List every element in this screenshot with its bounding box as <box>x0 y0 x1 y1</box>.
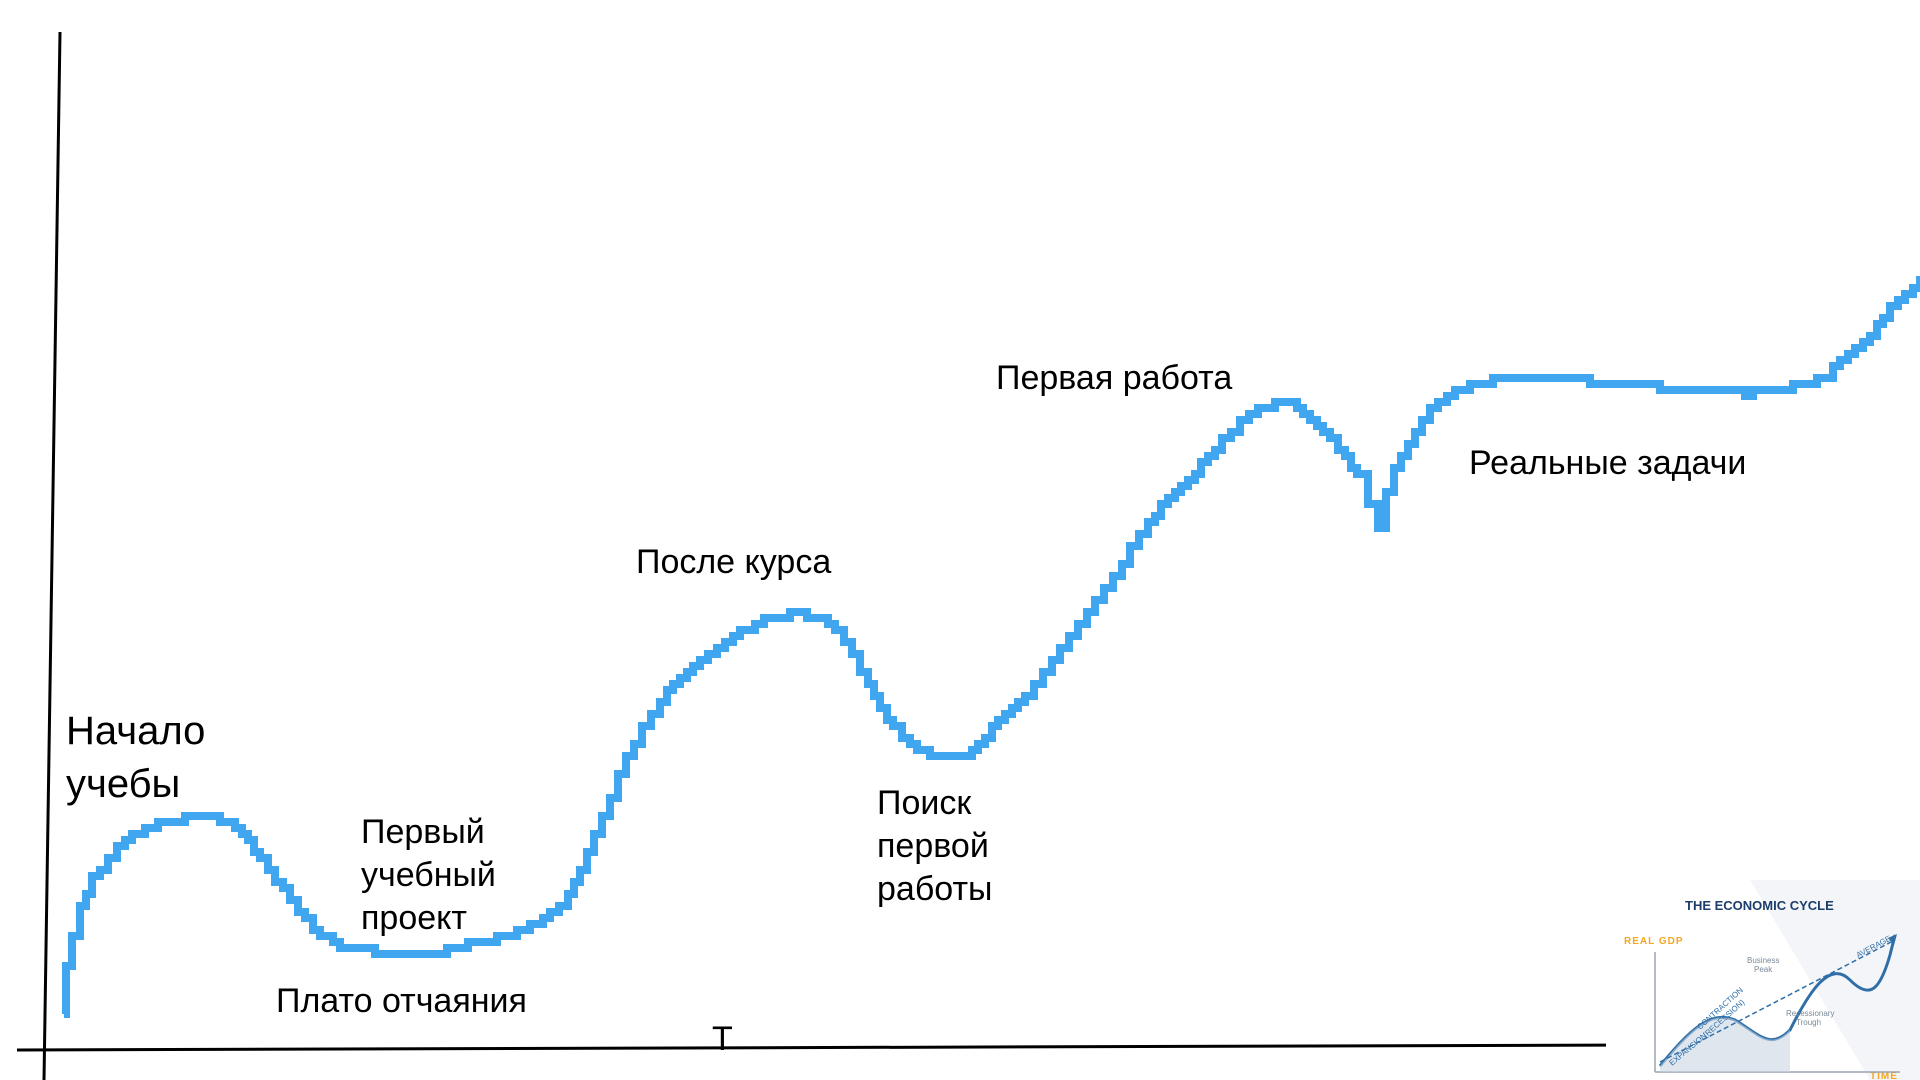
label-plateau: Плато отчаяния <box>276 982 527 1020</box>
inset-trough-line-2: Trough <box>1796 1018 1821 1027</box>
inset-shade <box>1750 880 1920 1080</box>
inset-y-label: REAL GDP <box>1624 936 1684 947</box>
inset-curve-fill <box>1660 1017 1790 1072</box>
label-first-project-line-1: Первый <box>361 813 485 851</box>
label-job-search-line-2: первой <box>877 827 989 865</box>
label-first-job: Первая работа <box>996 359 1232 397</box>
progress-curve <box>62 276 1920 1018</box>
label-after-course: После курса <box>636 543 831 581</box>
label-job-search-line-1: Поиск <box>877 784 972 822</box>
label-first-project-line-2: учебный <box>361 856 496 894</box>
label-first-project-line-3: проект <box>361 899 467 937</box>
label-start: Начало учебы <box>66 709 205 806</box>
inset-trough-line-1: Recessionary <box>1786 1009 1834 1018</box>
inset-arrow-icon <box>1888 934 1897 945</box>
label-job-search-line-3: работы <box>877 870 992 908</box>
x-axis-label-t: T <box>712 1020 733 1058</box>
inset-title: THE ECONOMIC CYCLE <box>1685 898 1834 913</box>
label-start-line-1: Начало <box>66 709 205 753</box>
label-real-tasks: Реальные задачи <box>1469 444 1746 482</box>
x-axis <box>16 1043 1641 1052</box>
inset-business-peak-line-1: Business <box>1747 956 1779 965</box>
label-first-project: Первый учебный проект <box>361 813 496 937</box>
label-start-line-2: учебы <box>66 762 180 806</box>
y-axis <box>42 31 62 1080</box>
inset-average-line <box>1659 939 1896 1063</box>
label-job-search: Поиск первой работы <box>877 784 992 908</box>
economic-cycle-inset: THE ECONOMIC CYCLE REAL GDP TIME AVERAGE… <box>1606 878 1920 1080</box>
inset-business-peak-line-2: Peak <box>1754 965 1773 974</box>
inset-x-label: TIME <box>1870 1071 1898 1080</box>
